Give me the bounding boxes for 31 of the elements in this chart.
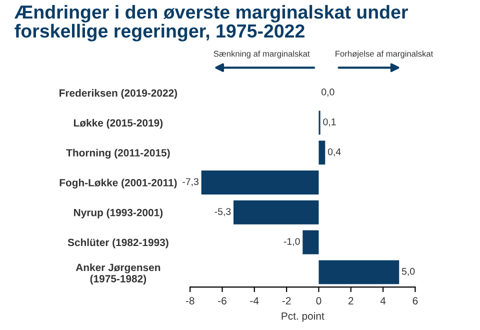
data-label: 0,0 (322, 88, 334, 97)
x-tick-label: -6 (218, 297, 226, 304)
x-tick-label: -8 (186, 297, 194, 304)
data-label: -5,3 (214, 208, 231, 216)
data-label: -7,3 (182, 178, 198, 186)
x-tick-label: -4 (250, 297, 259, 304)
chart-title: Ændringer i den øverste marginalskat under forskellige regeringer, 1975-2022 (14, 4, 408, 42)
bar (201, 170, 319, 194)
y-tick-label: Løkke (2015-2019) (74, 118, 163, 129)
y-tick-label: Anker Jørgensen (1975-1982) (76, 264, 160, 284)
x-tick-label: -2 (282, 297, 291, 304)
x-tick-label: 4 (380, 297, 386, 304)
x-tick-label: 0 (316, 297, 322, 304)
data-label: -1,0 (284, 238, 300, 246)
x-tick-label: 6 (412, 297, 418, 304)
bar (318, 140, 326, 165)
bar (318, 260, 400, 284)
data-label: 5,0 (402, 268, 415, 276)
data-label: 0,4 (328, 148, 341, 156)
x-axis-title: Pct. point (282, 312, 324, 322)
bar (233, 200, 319, 224)
y-tick-label: Fogh-Løkke (2001-2011) (60, 178, 177, 188)
data-label: 0,1 (323, 118, 336, 126)
y-tick-label: Schlüter (1982-1993) (68, 238, 168, 248)
x-tick-label: 2 (348, 297, 354, 304)
text: Forhøjelse af marginalskat (336, 50, 434, 58)
y-tick-label: Thorning (2011-2015) (66, 148, 170, 159)
bar (302, 230, 319, 254)
text: Sænkning af marginalskat (214, 50, 310, 58)
y-tick-label: Nyrup (1993-2001) (74, 208, 163, 218)
y-tick-label: Frederiksen (2019-2022) (60, 89, 178, 99)
